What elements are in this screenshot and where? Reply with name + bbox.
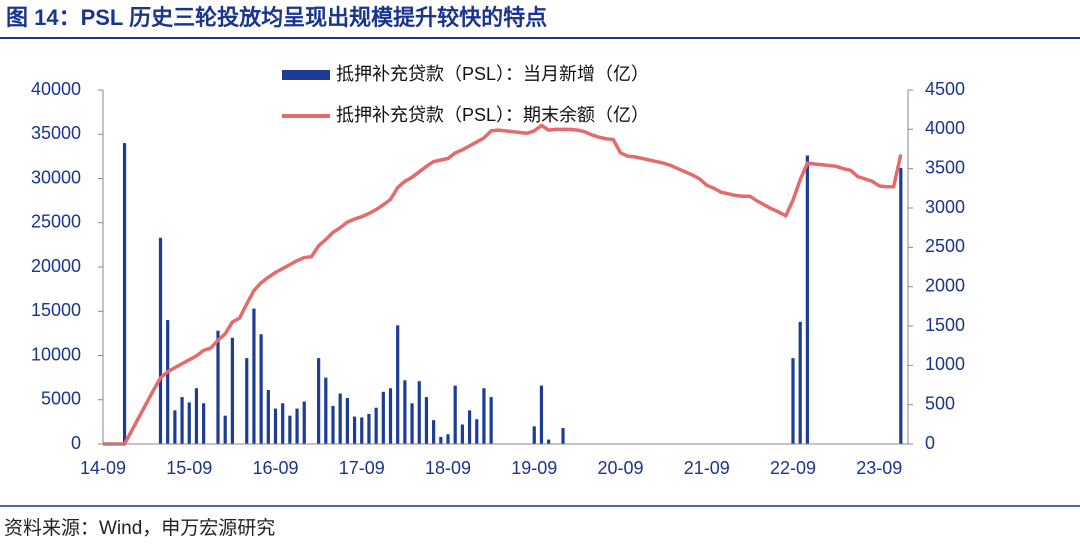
y2-tick-label: 2000	[925, 275, 965, 295]
bar	[460, 424, 464, 444]
bar	[367, 413, 371, 444]
x-tick-label: 19-09	[511, 458, 557, 478]
bar	[158, 237, 163, 444]
bar	[338, 393, 342, 444]
bar	[245, 358, 249, 444]
bar	[266, 390, 270, 444]
bar	[482, 388, 486, 444]
y-tick-label: 30000	[31, 167, 81, 187]
legend-label: 抵押补充贷款（PSL）：当月新增（亿）	[336, 64, 649, 84]
bar	[532, 426, 536, 444]
x-tick-label: 16-09	[252, 458, 298, 478]
bar	[417, 381, 421, 444]
bar	[899, 167, 903, 444]
bar	[202, 403, 206, 444]
y2-tick-label: 3000	[925, 197, 965, 217]
bar	[805, 155, 809, 445]
bar	[467, 410, 472, 444]
y2-tick-label: 500	[925, 393, 955, 413]
bar	[230, 337, 234, 444]
bar	[453, 385, 457, 444]
bar	[302, 401, 306, 444]
x-tick-label: 15-09	[166, 458, 212, 478]
y-tick-label: 20000	[31, 256, 81, 276]
bar	[252, 308, 256, 444]
bar	[475, 419, 479, 444]
x-tick-label: 17-09	[339, 458, 385, 478]
bar	[295, 408, 299, 444]
bar	[331, 405, 335, 444]
legend-swatch	[282, 70, 330, 80]
y2-tick-label: 1000	[925, 354, 965, 374]
bar	[187, 402, 191, 444]
x-tick-label: 14-09	[80, 458, 126, 478]
y2-tick-label: 0	[925, 433, 935, 453]
bar	[360, 417, 364, 444]
bar	[388, 388, 393, 444]
bar	[374, 407, 378, 444]
y2-tick-label: 2500	[925, 236, 965, 256]
bar	[216, 330, 220, 444]
bar	[281, 403, 285, 444]
y-tick-label: 5000	[41, 389, 81, 409]
y-tick-label: 10000	[31, 344, 81, 364]
y-tick-label: 35000	[31, 123, 81, 143]
bar	[122, 143, 127, 444]
bar	[446, 434, 450, 444]
bar	[324, 377, 328, 444]
y-tick-label: 25000	[31, 212, 81, 232]
x-tick-label: 23-09	[856, 458, 902, 478]
legend-label: 抵押补充贷款（PSL）：期末余额（亿）	[336, 105, 649, 125]
y2-tick-label: 1500	[925, 315, 965, 335]
bar	[489, 397, 493, 444]
y-tick-label: 40000	[31, 79, 81, 99]
line-series	[103, 123, 903, 446]
y-tick-label: 0	[71, 433, 81, 453]
y2-tick-label: 3500	[925, 157, 965, 177]
bar	[273, 408, 278, 444]
bar	[166, 320, 170, 444]
bar	[173, 410, 177, 444]
bar	[223, 415, 227, 444]
y2-tick-label: 4000	[925, 118, 965, 138]
x-tick-label: 21-09	[684, 458, 730, 478]
bar	[791, 358, 795, 444]
bar	[410, 403, 414, 444]
bar	[403, 380, 407, 444]
bar	[180, 397, 184, 444]
bar	[345, 397, 349, 444]
chart-title: 图 14：PSL 历史三轮投放均呈现出规模提升较快的特点	[6, 5, 547, 30]
bar	[798, 321, 802, 444]
y2-tick-label: 4500	[925, 79, 965, 99]
bar	[352, 416, 357, 444]
bar	[317, 358, 321, 444]
source-note: 资料来源：Wind，申万宏源研究	[4, 517, 275, 539]
bar	[439, 436, 443, 444]
bar	[381, 391, 385, 444]
y-tick-label: 15000	[31, 300, 81, 320]
bar	[424, 397, 429, 444]
bar	[561, 428, 565, 444]
bar	[547, 439, 551, 444]
x-tick-label: 18-09	[425, 458, 471, 478]
x-tick-label: 20-09	[597, 458, 643, 478]
bar	[539, 385, 544, 444]
bar	[259, 334, 263, 444]
bar	[288, 415, 292, 444]
bar	[432, 420, 436, 444]
bar	[194, 388, 199, 444]
x-tick-label: 22-09	[770, 458, 816, 478]
bar	[396, 325, 400, 444]
